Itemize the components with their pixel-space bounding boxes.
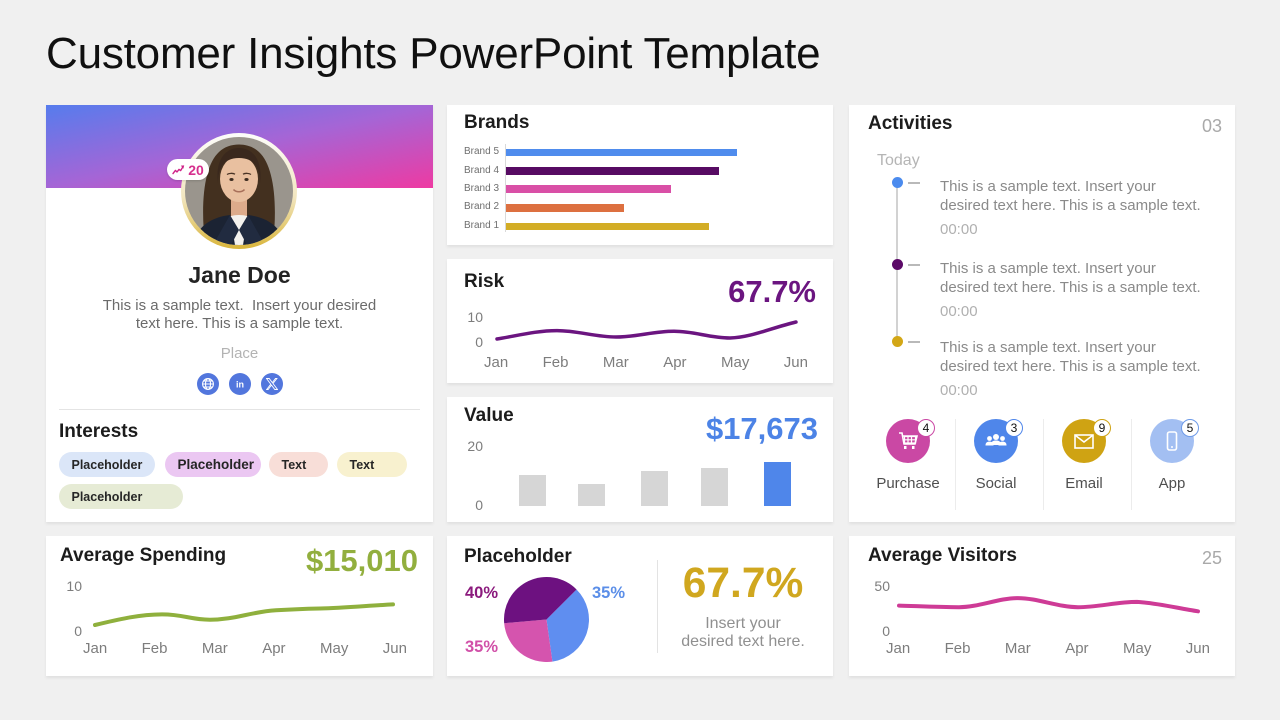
svg-text:in: in — [236, 380, 244, 390]
